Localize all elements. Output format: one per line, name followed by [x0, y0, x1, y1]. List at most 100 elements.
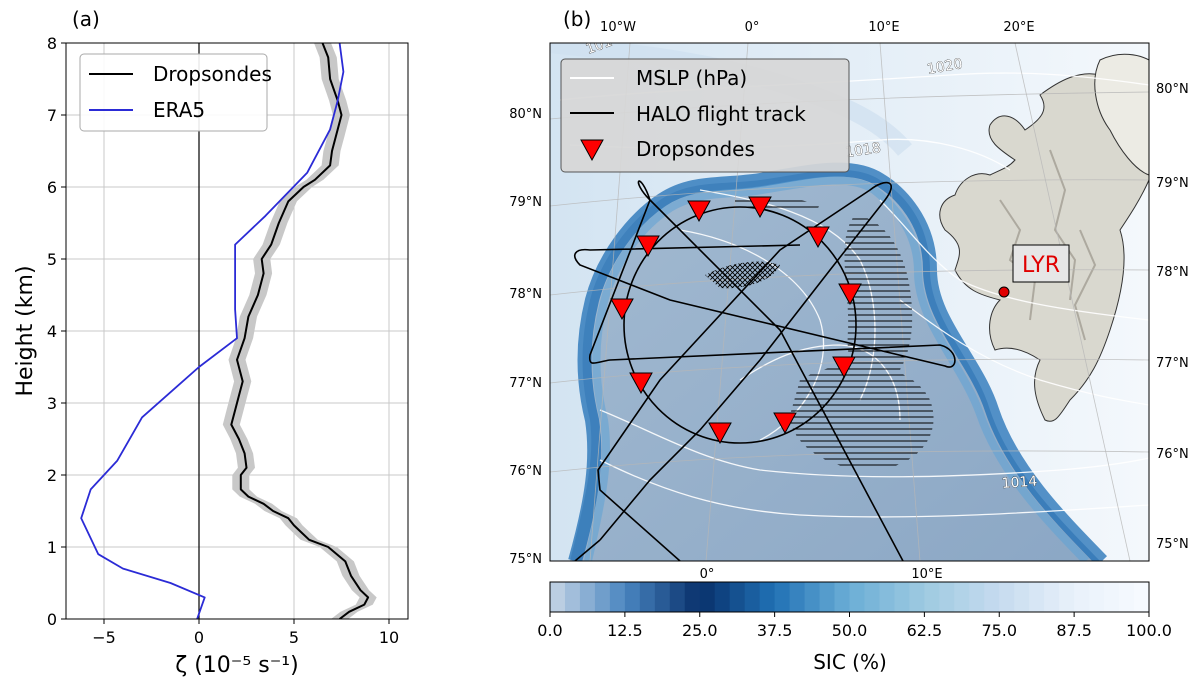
right-lat-label: 77°N: [1156, 356, 1189, 371]
top-lon-label: 20°E: [1003, 20, 1034, 35]
y-tick-label: 2: [47, 466, 57, 485]
colorbar-bin: [1104, 582, 1120, 612]
panel-a-label: (a): [72, 7, 100, 31]
isobar-label: 1018: [844, 140, 882, 161]
colorbar-tick-label: 62.5: [907, 621, 943, 640]
colorbar-tick-label: 100.0: [1126, 621, 1172, 640]
legend-dropsonde-marker: [580, 139, 604, 162]
colorbar-bin: [759, 582, 776, 612]
colorbar-bin: [699, 582, 716, 612]
left-lat-label: 77°N: [509, 376, 542, 391]
left-lat-label: 76°N: [509, 464, 542, 479]
colorbar-bin: [774, 582, 791, 612]
colorbar-bin: [594, 582, 611, 612]
x-tick-label: 0: [194, 628, 204, 647]
map-dropsonde-markers: [610, 196, 862, 445]
left-lat-label: 78°N: [509, 287, 542, 302]
panel-b-label: (b): [563, 7, 591, 31]
bottom-lon-label: 10°E: [911, 567, 942, 582]
dropsondes-uncertainty-band: [222, 43, 377, 619]
colorbar-bin: [909, 582, 925, 612]
colorbar-bin: [684, 582, 701, 612]
colorbar-tick-label: 37.5: [757, 621, 793, 640]
right-lat-label: 80°N: [1156, 82, 1189, 97]
y-tick-label: 1: [47, 538, 57, 557]
left-lat-label: 75°N: [509, 552, 542, 567]
colorbar-bin: [984, 582, 1000, 612]
colorbar-tick-label: 87.5: [1056, 621, 1092, 640]
colorbar-bin: [939, 582, 955, 612]
colorbar-bin: [669, 582, 686, 612]
right-lat-label: 75°N: [1156, 537, 1189, 552]
colorbar-bin: [729, 582, 746, 612]
colorbar-tick-label: 25.0: [682, 621, 718, 640]
x-tick-label: −5: [92, 628, 116, 647]
colorbar-bin: [550, 582, 566, 612]
colorbar-bin: [744, 582, 761, 612]
colorbar-bin: [969, 582, 985, 612]
sic-colorbar: [550, 582, 1150, 612]
panel-a-ticks: −5 0 5 10 0 1 2 3 4 5 6 7 8: [47, 34, 399, 647]
legend-dropsondes-label: Dropsondes: [153, 62, 272, 86]
colorbar-bin: [1044, 582, 1060, 612]
colorbar-ticks: 0.0 12.5 25.0 37.5 50.0 62.5 75.0 87.5 100.0: [537, 612, 1172, 640]
dropsonde-marker: [610, 298, 634, 321]
y-tick-label: 4: [47, 322, 57, 341]
colorbar-bin: [804, 582, 821, 612]
map-hatch-center: [705, 261, 780, 289]
lyr-station-marker: [998, 286, 1010, 298]
top-lon-label: 0°: [745, 20, 760, 35]
panel-b-legend: MSLP (hPa) HALO flight track Dropsondes: [560, 58, 850, 173]
y-tick-label: 5: [47, 250, 57, 269]
y-tick-label: 6: [47, 178, 57, 197]
legend-era5-label: ERA5: [153, 98, 205, 122]
panel-a: (a) −5 0 5 10 0 1 2 3 4 5 6 7 8 ζ (10⁻⁵ s⁻¹) Height …: [13, 7, 409, 678]
colorbar-bin: [714, 582, 731, 612]
dropsonde-marker: [748, 196, 772, 219]
bottom-lon-label: 0°: [700, 567, 715, 582]
x-tick-label: 5: [289, 628, 299, 647]
colorbar-tick-label: 50.0: [832, 621, 868, 640]
top-lon-label: 10°E: [868, 20, 899, 35]
y-tick-label: 8: [47, 34, 57, 53]
x-tick-label: 10: [379, 628, 399, 647]
left-lat-label: 80°N: [509, 107, 542, 122]
right-lat-label: 79°N: [1156, 176, 1189, 191]
panel-b-legend-box: [560, 58, 850, 173]
colorbar-bin: [924, 582, 940, 612]
dropsonde-marker: [687, 200, 711, 223]
colorbar-bin: [624, 582, 641, 612]
colorbar-tick-label: 0.0: [537, 621, 562, 640]
map-ice-edge: [568, 162, 1108, 561]
colorbar-bin: [654, 582, 671, 612]
lyr-label: LYR: [1022, 253, 1060, 278]
colorbar-bin: [609, 582, 626, 612]
colorbar-label: SIC (%): [813, 650, 887, 674]
dropsonde-marker: [806, 226, 830, 249]
colorbar-bin: [1089, 582, 1105, 612]
map-ice-edge-inner: [584, 176, 1089, 561]
dropsonde-marker: [708, 422, 732, 445]
colorbar-bin: [564, 582, 581, 612]
legend-mslp-label: MSLP (hPa): [636, 66, 747, 90]
dropsonde-marker: [838, 283, 862, 306]
dropsonde-marker: [773, 412, 797, 435]
colorbar-bin: [864, 582, 881, 612]
colorbar-bin: [1014, 582, 1030, 612]
map-halo-flight-track: [574, 180, 956, 561]
colorbar-bin: [819, 582, 836, 612]
panel-a-series: [80, 43, 377, 619]
colorbar-bin: [789, 582, 806, 612]
dropsondes-line: [230, 43, 370, 619]
isobar-label: 1020: [926, 56, 964, 78]
colorbar-tick-label: 75.0: [981, 621, 1017, 640]
colorbar-tick-label: 12.5: [607, 621, 643, 640]
colorbar-bin: [894, 582, 910, 612]
panel-b-frame: [549, 42, 1150, 562]
colorbar-bin: [1119, 582, 1135, 612]
map-hatch-south: [790, 364, 934, 470]
map-coordinate-labels: 10°W 0° 10°E 20°E 0° 10°E 80°N 79°N 78°N…: [509, 20, 1189, 582]
colorbar-bin: [1074, 582, 1090, 612]
isobar-label: 1014: [1001, 474, 1038, 492]
